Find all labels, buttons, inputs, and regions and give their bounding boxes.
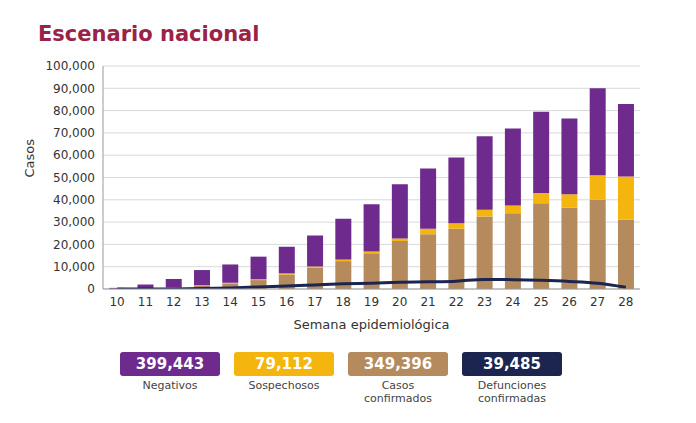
svg-text:20: 20 bbox=[392, 295, 407, 309]
svg-text:18: 18 bbox=[336, 295, 351, 309]
html-text:Escenario nacional: Escenario nacional bbox=[38, 22, 260, 46]
svg-text:10,000: 10,000 bbox=[53, 260, 95, 274]
svg-text:80,000: 80,000 bbox=[53, 104, 95, 118]
svg-text:24: 24 bbox=[505, 295, 520, 309]
svg-text:20,000: 20,000 bbox=[53, 238, 95, 252]
svg-text:10: 10 bbox=[109, 295, 124, 309]
svg-text:90,000: 90,000 bbox=[53, 82, 95, 96]
svg-text:15: 15 bbox=[251, 295, 266, 309]
svg-text:28: 28 bbox=[618, 295, 633, 309]
svg-text:50,000: 50,000 bbox=[53, 171, 95, 185]
html-text:Sospechosos: Sospechosos bbox=[248, 379, 320, 392]
html-text:39,485: 39,485 bbox=[483, 355, 541, 373]
svg-text:Casos: Casos bbox=[22, 139, 37, 178]
svg-text:11: 11 bbox=[138, 295, 153, 309]
html-text:Defunciones confirmadas: Defunciones confirmadas bbox=[477, 379, 547, 405]
html-text:79,112: 79,112 bbox=[255, 355, 313, 373]
html-text:399,443: 399,443 bbox=[135, 355, 205, 373]
svg-text:12: 12 bbox=[166, 295, 181, 309]
svg-text:23: 23 bbox=[477, 295, 492, 309]
svg-text:25: 25 bbox=[533, 295, 548, 309]
svg-text:17: 17 bbox=[307, 295, 322, 309]
svg-text:21: 21 bbox=[420, 295, 435, 309]
html-text:Negativos: Negativos bbox=[142, 379, 198, 392]
svg-text:13: 13 bbox=[194, 295, 209, 309]
svg-text:100,000: 100,000 bbox=[45, 59, 95, 73]
svg-text:14: 14 bbox=[223, 295, 238, 309]
svg-text:70,000: 70,000 bbox=[53, 126, 95, 140]
svg-text:60,000: 60,000 bbox=[53, 148, 95, 162]
html-text:Casos confirmados: Casos confirmados bbox=[364, 379, 432, 405]
svg-text:19: 19 bbox=[364, 295, 379, 309]
svg-text:Semana epidemiológica: Semana epidemiológica bbox=[293, 317, 449, 332]
svg-text:40,000: 40,000 bbox=[53, 193, 95, 207]
svg-text:30,000: 30,000 bbox=[53, 215, 95, 229]
svg-text:27: 27 bbox=[590, 295, 605, 309]
svg-text:16: 16 bbox=[279, 295, 294, 309]
svg-text:26: 26 bbox=[562, 295, 577, 309]
svg-text:22: 22 bbox=[449, 295, 464, 309]
svg-text:0: 0 bbox=[87, 282, 95, 296]
html-text:349,396: 349,396 bbox=[363, 355, 433, 373]
